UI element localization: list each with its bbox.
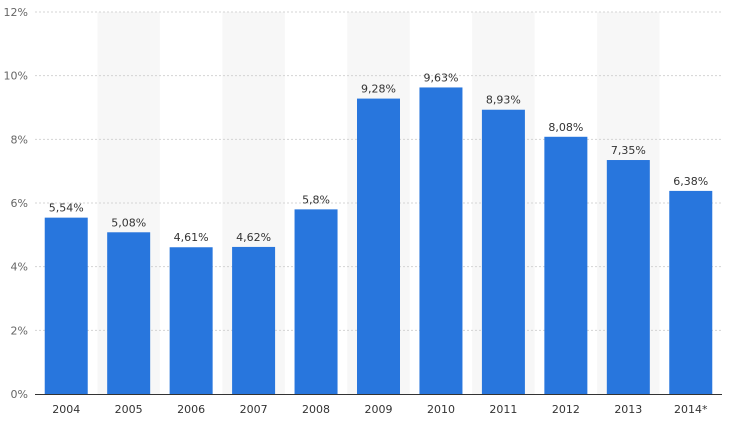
- x-tick-label-2010: 2010: [427, 403, 455, 416]
- x-tick-label-2014: 2014*: [674, 403, 708, 416]
- data-label-2012: 8,08%: [548, 121, 583, 134]
- x-tick-label-2009: 2009: [365, 403, 393, 416]
- data-label-2013: 7,35%: [611, 144, 646, 157]
- data-label-2004: 5,54%: [49, 202, 84, 215]
- y-tick-label-4: 4%: [11, 261, 28, 274]
- y-tick-label-6: 6%: [11, 197, 28, 210]
- y-tick-label-0: 0%: [11, 388, 28, 401]
- bar-2004: [44, 217, 88, 394]
- bar-2010: [419, 87, 463, 394]
- data-label-2010: 9,63%: [423, 71, 458, 84]
- data-labels: 5,54% 5,08% 4,61% 4,62% 5,8% 9,28% 9,63% 8,93% 8…: [49, 71, 708, 244]
- bar-2013: [606, 160, 650, 394]
- bar-2011: [481, 109, 525, 394]
- data-label-2008: 5,8%: [302, 193, 330, 206]
- x-tick-label-2012: 2012: [552, 403, 580, 416]
- bars: [44, 87, 713, 394]
- y-tick-label-2: 2%: [11, 324, 28, 337]
- bar-2006: [169, 247, 213, 394]
- x-tick-label-2004: 2004: [52, 403, 80, 416]
- bar-2008: [294, 209, 338, 394]
- y-axis-ticks: 0% 2% 4% 6% 8% 10% 12%: [4, 6, 28, 401]
- y-tick-label-8: 8%: [11, 133, 28, 146]
- bar-2012: [544, 136, 588, 394]
- y-tick-label-10: 10%: [4, 70, 28, 83]
- data-label-2007: 4,62%: [236, 231, 271, 244]
- x-tick-label-2007: 2007: [240, 403, 268, 416]
- data-label-2009: 9,28%: [361, 83, 396, 96]
- x-axis-ticks: 2004 2005 2006 2007 2008 2009 2010 2011 2012 2013…: [52, 403, 708, 416]
- data-label-2011: 8,93%: [486, 94, 521, 107]
- bar-2007: [232, 246, 276, 394]
- bar-2014: [669, 190, 713, 394]
- x-tick-label-2013: 2013: [614, 403, 642, 416]
- x-tick-label-2011: 2011: [489, 403, 517, 416]
- x-tick-label-2005: 2005: [115, 403, 143, 416]
- bar-2005: [107, 232, 151, 394]
- y-tick-label-12: 12%: [4, 6, 28, 19]
- bar-2009: [357, 98, 400, 394]
- data-label-2006: 4,61%: [174, 231, 209, 244]
- x-tick-label-2008: 2008: [302, 403, 330, 416]
- data-label-2005: 5,08%: [111, 216, 146, 229]
- x-tick-label-2006: 2006: [177, 403, 205, 416]
- data-label-2014: 6,38%: [673, 175, 708, 188]
